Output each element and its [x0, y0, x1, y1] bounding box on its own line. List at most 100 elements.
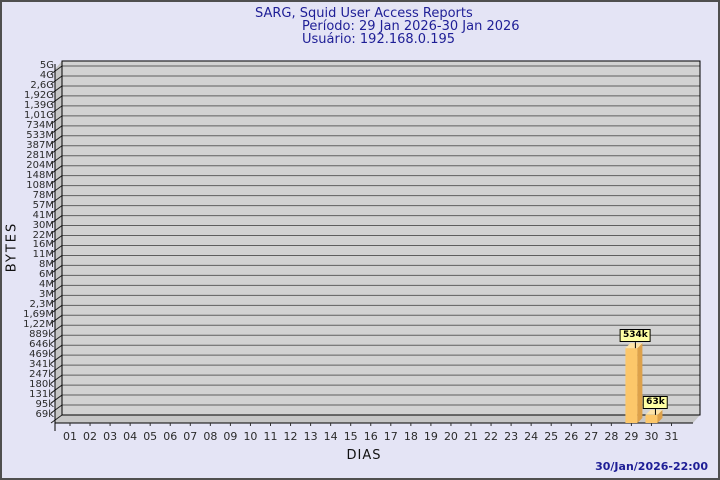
y-tick	[50, 304, 63, 314]
y-tick	[50, 95, 63, 105]
x-tick-label: 24	[524, 430, 539, 443]
x-tick-label: 12	[283, 430, 298, 443]
back-wall-outline	[61, 60, 701, 416]
y-tick-label: 4G	[39, 69, 54, 81]
chart-title: SARG, Squid User Access Reports	[255, 6, 473, 21]
y-tick-label: 3M	[39, 289, 54, 301]
y-tick	[50, 155, 63, 165]
x-tick-label: 17	[383, 430, 398, 443]
y-tick	[50, 195, 63, 205]
y-tick-label: 5G	[39, 60, 54, 71]
x-tick-label: 29	[624, 430, 639, 443]
x-tick-label: 18	[403, 430, 418, 443]
x-tick-label: 13	[303, 430, 318, 443]
y-tick	[50, 75, 63, 85]
y-tick	[50, 225, 63, 234]
y-tick-label: 8M	[39, 259, 54, 271]
y-tick-label: 533M	[26, 129, 54, 141]
y-tick	[50, 85, 63, 95]
y-tick-label: 469k	[29, 349, 54, 361]
x-tick-label: 20	[443, 430, 458, 443]
x-tick-label: 15	[343, 430, 358, 443]
y-tick	[50, 175, 63, 185]
y-tick-label: 889k	[29, 329, 54, 341]
y-tick	[50, 105, 63, 115]
y-tick-label: 95k	[35, 399, 54, 411]
y-tick	[50, 374, 63, 384]
y-tick-label: 2,6G	[30, 79, 54, 91]
y-tick-label: 2,3M	[29, 299, 54, 311]
y-tick-label: 180k	[29, 379, 54, 391]
x-tick-label: 03	[103, 430, 118, 443]
x-axis-title: DIAS	[346, 448, 382, 463]
x-tick-label: 16	[363, 430, 378, 443]
chart-period: Período: 29 Jan 2026-30 Jan 2026	[302, 19, 520, 34]
bar-front	[625, 348, 638, 423]
y-tick	[50, 205, 63, 215]
x-tick-label: 02	[83, 430, 98, 443]
y-tick	[50, 215, 63, 224]
y-tick	[50, 135, 63, 145]
y-tick-label: 1,01G	[23, 109, 54, 121]
x-tick-label: 26	[564, 430, 579, 443]
y-tick-label: 387M	[26, 139, 54, 151]
y-tick-label: 1,92G	[23, 89, 54, 101]
y-tick	[50, 394, 63, 404]
back-wall	[62, 61, 700, 415]
generated-timestamp: 30/Jan/2026-22:00	[595, 460, 708, 473]
y-tick	[50, 65, 63, 75]
x-tick-label: 04	[123, 430, 138, 443]
x-tick-label: 30	[644, 430, 659, 443]
x-tick-label: 08	[203, 430, 218, 443]
x-tick-label: 22	[484, 430, 499, 443]
x-tick-label: 28	[604, 430, 619, 443]
y-tick	[50, 324, 63, 334]
y-tick-label: 57M	[32, 199, 54, 211]
y-tick-label: 247k	[29, 369, 54, 381]
y-tick	[50, 235, 63, 244]
y-tick	[50, 145, 63, 155]
bar-front	[645, 414, 658, 423]
left-wall	[55, 61, 62, 423]
y-tick-label: 1,69M	[23, 309, 54, 321]
bar-value-box: 63k	[643, 395, 668, 409]
y-tick	[50, 245, 63, 254]
y-tick	[50, 404, 63, 414]
x-tick-label: 21	[464, 430, 478, 443]
y-tick-label: 108M	[26, 179, 54, 191]
y-tick	[50, 115, 63, 125]
x-tick-label: 14	[323, 430, 338, 443]
floor	[55, 415, 700, 423]
y-tick-label: 1,22M	[23, 319, 54, 331]
y-tick-label: 11M	[32, 249, 54, 261]
chart-user: Usuário: 192.168.0.195	[302, 32, 456, 47]
y-tick-label: 341k	[29, 359, 54, 371]
bar-value-box: 534k	[620, 329, 651, 343]
bar-top	[645, 409, 663, 415]
bar-side	[657, 409, 663, 423]
x-tick-label: 27	[584, 430, 599, 443]
x-tick-label: 23	[504, 430, 519, 443]
y-tick-label: 30M	[32, 219, 54, 231]
y-tick-label: 131k	[29, 389, 54, 401]
x-tick-label: 19	[423, 430, 438, 443]
y-tick	[50, 125, 63, 135]
y-tick	[50, 255, 63, 264]
bar-side	[637, 343, 643, 423]
x-tick-label: 11	[263, 430, 278, 443]
y-tick	[50, 354, 63, 364]
y-tick-label: 204M	[26, 159, 54, 171]
x-tick-label: 25	[544, 430, 559, 443]
y-tick-label: 78M	[32, 189, 54, 201]
y-tick	[50, 284, 63, 294]
y-tick-label: 281M	[26, 149, 54, 161]
y-tick-label: 41M	[32, 209, 54, 221]
y-tick-label: 1,39G	[23, 99, 54, 111]
y-tick-label: 16M	[32, 239, 54, 251]
y-tick	[50, 414, 63, 424]
y-tick	[50, 364, 63, 374]
y-tick	[50, 384, 63, 394]
x-tick-label: 05	[143, 430, 158, 443]
y-tick-label: 6M	[39, 269, 54, 281]
